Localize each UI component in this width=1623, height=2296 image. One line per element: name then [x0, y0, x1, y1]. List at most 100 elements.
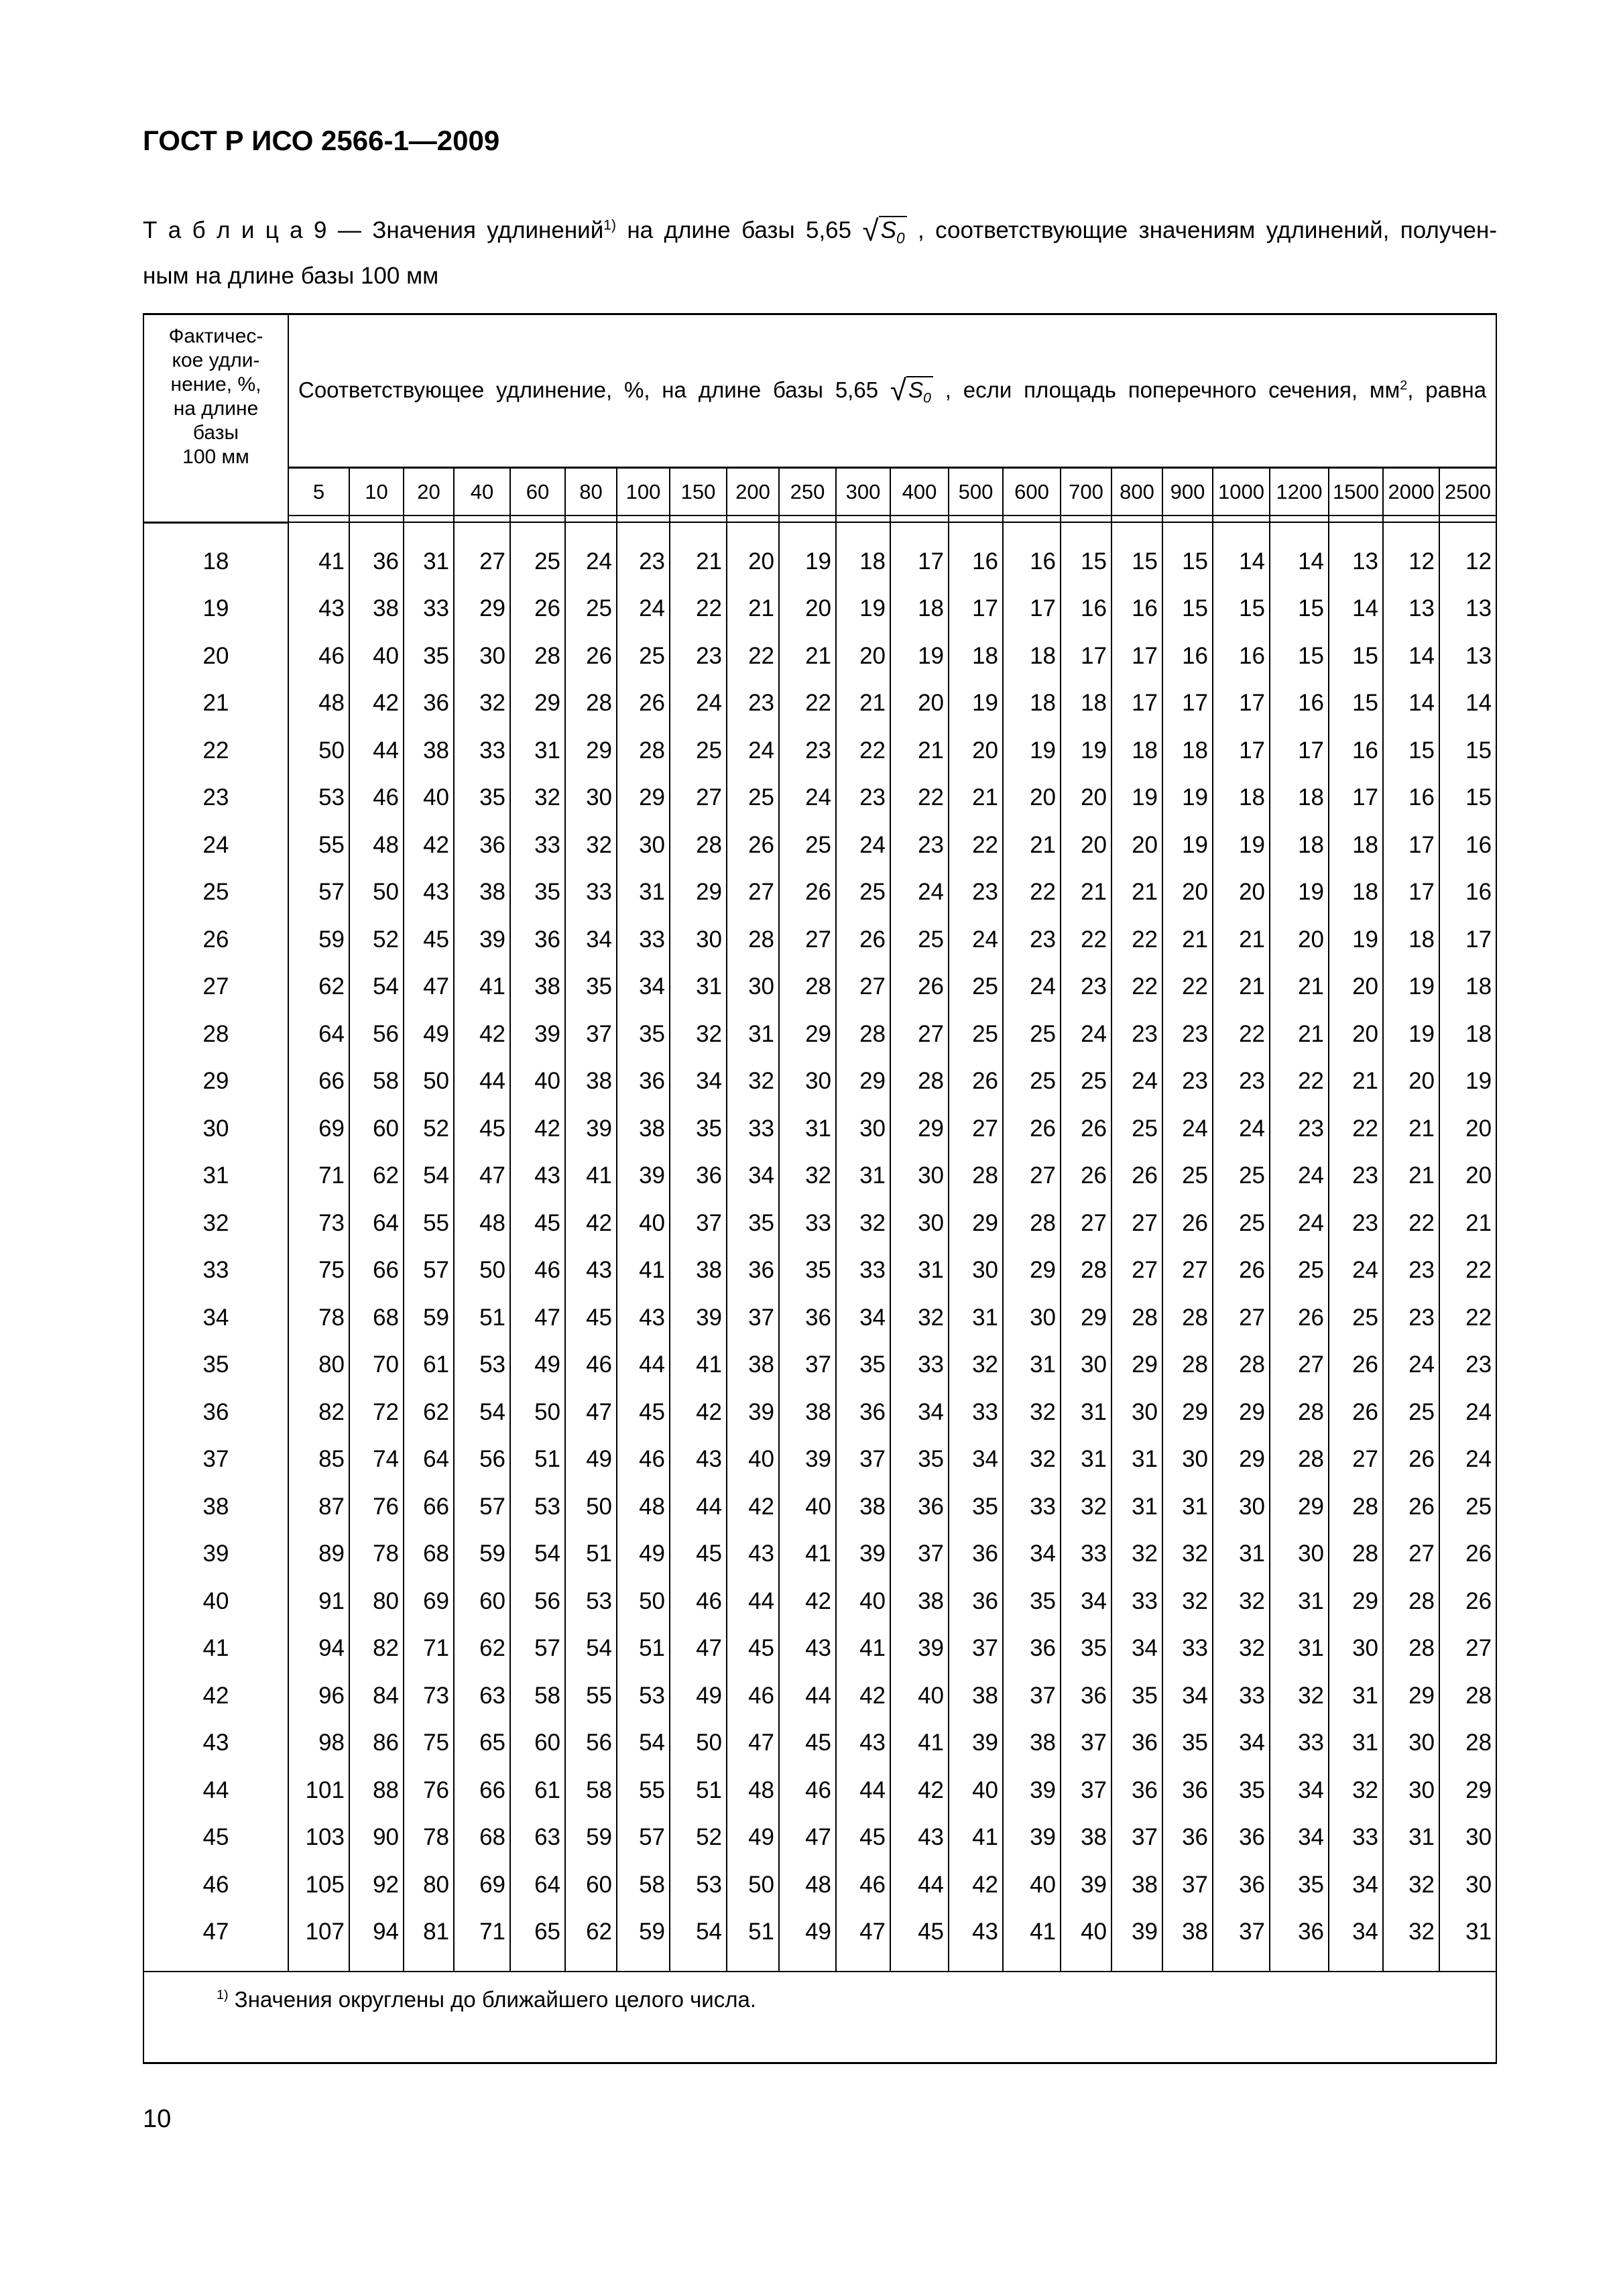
- elongation-value-cell: 20: [1162, 869, 1213, 916]
- base-elongation-cell: 43: [143, 1719, 289, 1767]
- page-number: 10: [143, 2105, 172, 2133]
- elongation-value-cell: 31: [509, 727, 566, 774]
- elongation-value-cell: 23: [1162, 1058, 1213, 1105]
- elongation-value-cell: 30: [453, 632, 511, 680]
- base-elongation-cell: 32: [143, 1199, 289, 1247]
- elongation-value-cell: 72: [349, 1388, 404, 1436]
- elongation-value-cell: 28: [1438, 1672, 1498, 1719]
- elongation-value-cell: 24: [1269, 1199, 1329, 1247]
- elongation-value-cell: 29: [1111, 1341, 1163, 1389]
- elongation-value-cell: 32: [669, 1010, 727, 1058]
- elongation-value-cell: 38: [778, 1388, 837, 1436]
- elongation-value-cell: 32: [1212, 1577, 1270, 1625]
- elongation-value-cell: 30: [890, 1199, 949, 1247]
- elongation-value-cell: 63: [509, 1814, 566, 1862]
- elongation-value-cell: 30: [1269, 1530, 1329, 1578]
- elongation-value-cell: 39: [453, 916, 511, 963]
- elongation-value-cell: 36: [835, 1388, 891, 1436]
- elongation-value-cell: 31: [1060, 1388, 1112, 1436]
- elongation-value-cell: 24: [1382, 1341, 1440, 1389]
- column-header-area: 800: [1111, 467, 1163, 516]
- elongation-value-cell: 19: [890, 632, 949, 680]
- elongation-value-cell: 20: [1111, 821, 1163, 869]
- elongation-value-cell: 25: [1212, 1152, 1270, 1200]
- elongation-value-cell: 43: [948, 1909, 1004, 1956]
- elongation-value-cell: 50: [288, 727, 350, 774]
- elongation-value-cell: 18: [1438, 1010, 1498, 1058]
- elongation-value-cell: 27: [1162, 1247, 1213, 1294]
- elongation-value-cell: 42: [349, 680, 404, 727]
- elongation-value-cell: 32: [1269, 1672, 1329, 1719]
- elongation-value-cell: 13: [1382, 585, 1440, 633]
- elongation-value-cell: 17: [1269, 727, 1329, 774]
- elongation-value-cell: 91: [288, 1577, 350, 1625]
- elongation-value-cell: 78: [288, 1294, 350, 1341]
- elongation-value-cell: 24: [1328, 1247, 1384, 1294]
- elongation-value-cell: 42: [669, 1388, 727, 1436]
- table-row: 41 94 82 71 62 57 54 51 47 45 43 41 39 37 36 35 34 33 32 31…: [143, 1625, 1498, 1673]
- elongation-value-cell: 19: [1162, 774, 1213, 822]
- header-line: кое удли-: [172, 349, 260, 371]
- elongation-value-cell: 47: [835, 1909, 891, 1956]
- elongation-value-cell: 31: [1269, 1577, 1329, 1625]
- elongation-value-cell: 21: [1162, 916, 1213, 963]
- elongation-value-cell: 26: [616, 680, 670, 727]
- elongation-value-cell: 17: [948, 585, 1004, 633]
- table-row: 24 55 48 42 36 33 32 30 28 26 25 24 23 22 21 20 20 19 19 18…: [143, 821, 1498, 869]
- elongation-value-cell: 31: [1111, 1436, 1163, 1484]
- elongation-value-cell: 27: [778, 916, 837, 963]
- elongation-value-cell: 17: [1111, 680, 1163, 727]
- elongation-value-cell: 42: [453, 1010, 511, 1058]
- table-row: 47 107 94 81 71 65 62 59 54 51 49 47 45 43 41 40 39 38 37 3…: [143, 1909, 1498, 1956]
- elongation-value-cell: 51: [509, 1436, 566, 1484]
- elongation-value-cell: 38: [453, 869, 511, 916]
- elongation-value-cell: 60: [564, 1861, 617, 1909]
- elongation-value-cell: 64: [403, 1436, 455, 1484]
- elongation-value-cell: 28: [1162, 1341, 1213, 1389]
- elongation-value-cell: 14: [1382, 680, 1440, 727]
- elongation-value-cell: 25: [1002, 1058, 1061, 1105]
- elongation-value-cell: 38: [1162, 1909, 1213, 1956]
- elongation-value-cell: 19: [1002, 727, 1061, 774]
- elongation-value-cell: 76: [349, 1483, 404, 1530]
- elongation-value-cell: 47: [669, 1625, 727, 1673]
- elongation-value-cell: 33: [616, 916, 670, 963]
- elongation-value-cell: 20: [1328, 963, 1384, 1011]
- elongation-value-cell: 26: [778, 869, 837, 916]
- elongation-value-cell: 44: [726, 1577, 780, 1625]
- elongation-value-cell: 33: [890, 1341, 949, 1389]
- elongation-value-cell: 31: [1328, 1719, 1384, 1767]
- elongation-value-cell: 35: [403, 632, 455, 680]
- elongation-value-cell: 35: [1002, 1577, 1061, 1625]
- elongation-value-cell: 19: [1212, 821, 1270, 869]
- elongation-value-cell: 46: [564, 1341, 617, 1389]
- elongation-value-cell: 33: [1212, 1672, 1270, 1719]
- elongation-value-cell: 39: [669, 1294, 727, 1341]
- elongation-value-cell: 58: [349, 1058, 404, 1105]
- elongation-value-cell: 21: [726, 585, 780, 633]
- elongation-value-cell: 32: [453, 680, 511, 727]
- elongation-value-cell: 107: [288, 1909, 350, 1956]
- header-line: Фактичес-: [168, 325, 263, 347]
- elongation-value-cell: 49: [669, 1672, 727, 1719]
- elongation-value-cell: 38: [349, 585, 404, 633]
- elongation-value-cell: 26: [948, 1058, 1004, 1105]
- elongation-value-cell: 36: [669, 1152, 727, 1200]
- elongation-value-cell: 25: [669, 727, 727, 774]
- elongation-value-cell: 50: [349, 869, 404, 916]
- elongation-value-cell: 26: [1328, 1388, 1384, 1436]
- elongation-value-cell: 21: [1060, 869, 1112, 916]
- elongation-value-cell: 19: [1438, 1058, 1498, 1105]
- base-elongation-cell: 18: [143, 538, 289, 585]
- elongation-value-cell: 32: [835, 1199, 891, 1247]
- elongation-value-cell: 39: [1002, 1766, 1061, 1814]
- elongation-value-cell: 37: [564, 1010, 617, 1058]
- elongation-value-cell: 18: [1269, 821, 1329, 869]
- elongation-value-cell: 43: [616, 1294, 670, 1341]
- elongation-value-cell: 47: [726, 1719, 780, 1767]
- elongation-value-cell: 60: [509, 1719, 566, 1767]
- elongation-value-cell: 20: [778, 585, 837, 633]
- elongation-value-cell: 20: [835, 632, 891, 680]
- column-header-area: 900: [1162, 467, 1213, 516]
- elongation-value-cell: 24: [948, 916, 1004, 963]
